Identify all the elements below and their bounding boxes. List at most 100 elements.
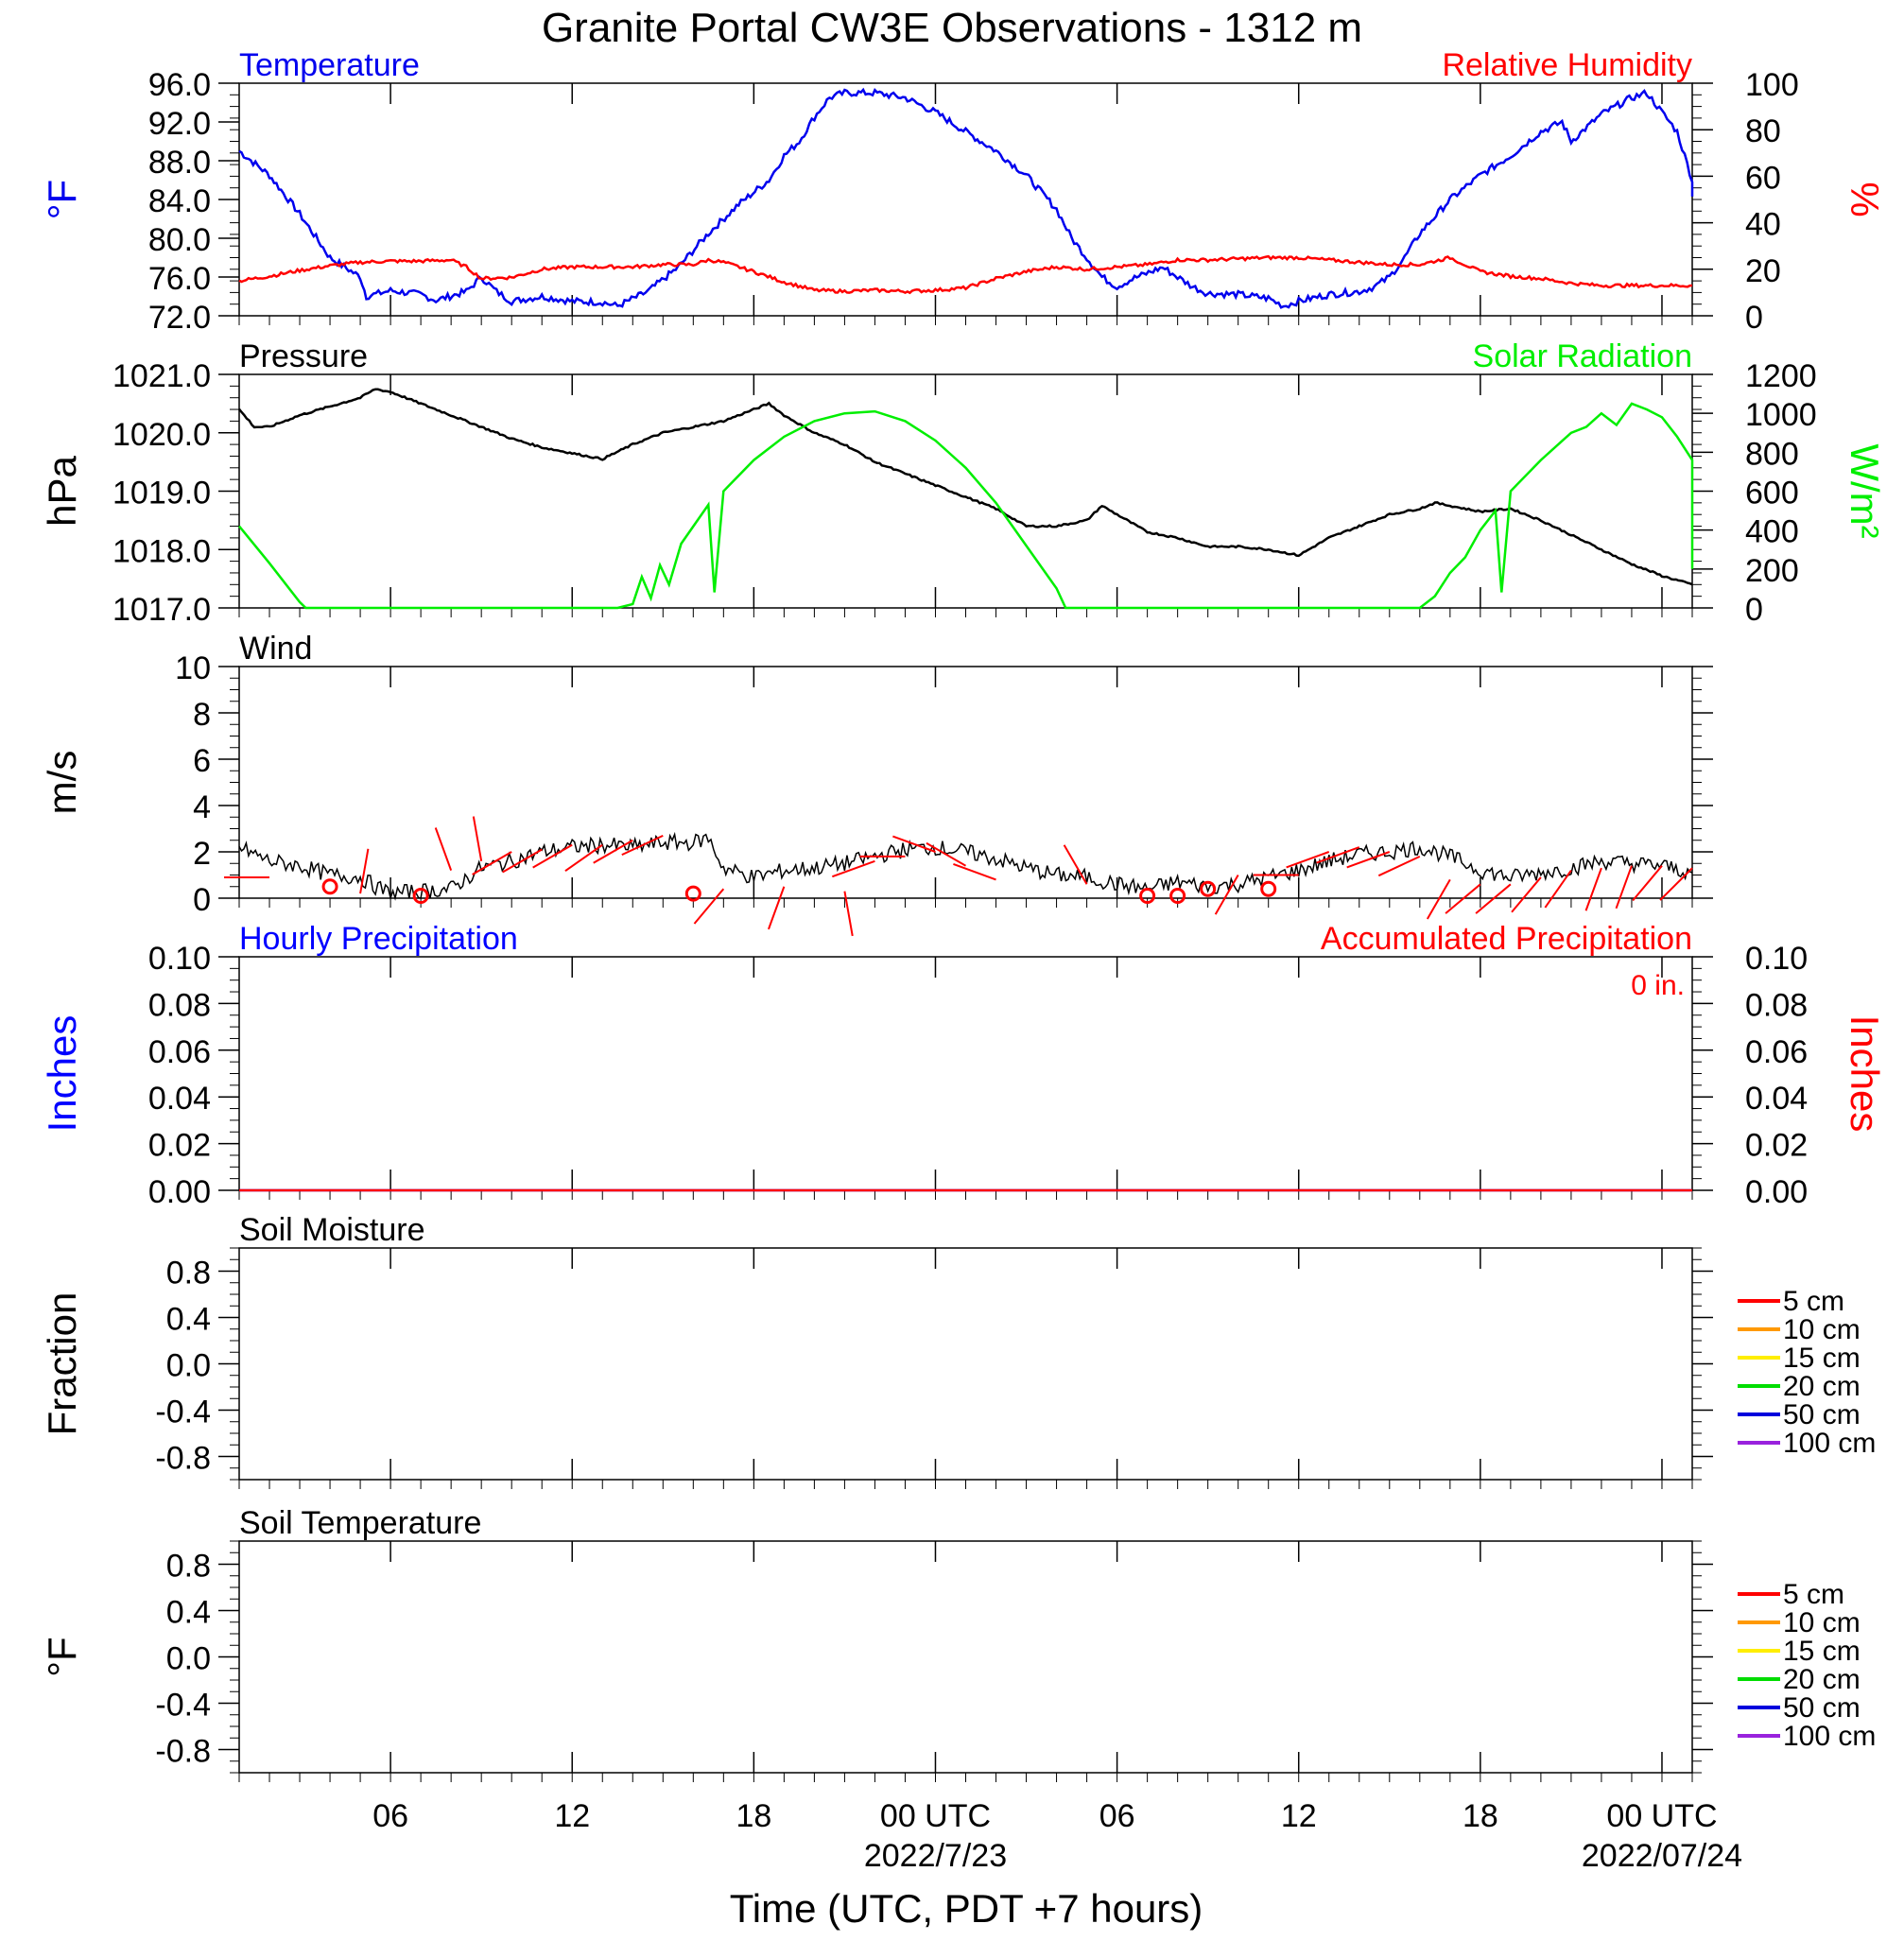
right-tick-label: 0 <box>1745 300 1763 336</box>
left-tick-label: 1018.0 <box>113 533 211 569</box>
panel-5: -0.8 -0.4 0.0 0.4 0.8 Soil Moisture Fraction 5 … <box>40 1212 1876 1489</box>
right-tick-label: 0.10 <box>1745 941 1808 977</box>
left-tick-label: 0.4 <box>166 1595 211 1631</box>
series-line-relative-humidity <box>238 254 1693 295</box>
series-line-temperature <box>238 87 1694 309</box>
right-tick-label: 20 <box>1745 253 1781 289</box>
right-tick-label: 100 <box>1745 67 1799 103</box>
right-tick-label: 0.04 <box>1745 1081 1808 1117</box>
x-tick-label: 06 <box>372 1798 408 1834</box>
panel-frame <box>238 666 1693 899</box>
wind-barb-calm <box>684 885 701 902</box>
left-tick-label: 1021.0 <box>113 358 211 394</box>
wind-barb <box>502 848 543 874</box>
legend-label: 10 cm <box>1783 1314 1861 1345</box>
left-tick-label: 0.0 <box>166 1348 211 1384</box>
wind-barb-calm <box>412 888 429 905</box>
x-tick-date: 2022/7/23 <box>864 1838 1007 1874</box>
left-tick-label: 0.06 <box>148 1034 211 1070</box>
left-tick-label: 4 <box>193 789 211 825</box>
panels: 72.076.080.084.088.092.096.0020406080100… <box>40 47 1887 1782</box>
left-tick-label: 0.00 <box>148 1174 211 1210</box>
figure-title: Granite Portal CW3E Observations - 1312 … <box>542 5 1362 51</box>
panel-label-left: Wind <box>239 631 312 667</box>
wind-barb <box>1346 851 1391 869</box>
legend-label: 15 cm <box>1783 1636 1861 1667</box>
x-tick-date: 2022/07/24 <box>1582 1838 1742 1874</box>
left-axis-title: °F <box>40 1637 84 1676</box>
legend-label: 20 cm <box>1783 1371 1861 1402</box>
wind-barb <box>1544 870 1572 909</box>
wind-barb <box>1615 865 1633 910</box>
left-tick-label: 0.10 <box>148 941 211 977</box>
right-tick-label: 0.08 <box>1745 987 1808 1023</box>
wind-barb-calm <box>1260 880 1277 897</box>
panel-4: 0.00 0.02 0.04 0.06 0.08 0.10 0.00 0.02 0.04 0.06… <box>40 921 1887 1210</box>
right-tick-label: 200 <box>1745 553 1799 589</box>
left-axis-title: °F <box>40 180 84 219</box>
left-tick-label: 92.0 <box>148 106 211 142</box>
right-tick-label: 1000 <box>1745 397 1817 433</box>
left-tick-label: -0.4 <box>155 1688 211 1724</box>
legend-label: 10 cm <box>1783 1607 1861 1638</box>
legend-label: 100 cm <box>1783 1721 1876 1752</box>
wind-barb <box>1377 855 1421 877</box>
panel-label-right: Solar Radiation <box>1473 338 1692 374</box>
series-line-pressure <box>238 388 1693 586</box>
left-tick-label: 6 <box>193 743 211 779</box>
wind-barb <box>768 886 786 930</box>
left-tick-label: 80.0 <box>148 222 211 258</box>
left-tick-label: -0.8 <box>155 1441 211 1477</box>
left-tick-label: 0.08 <box>148 987 211 1023</box>
wind-barb <box>593 839 633 864</box>
left-tick-label: 2 <box>193 836 211 872</box>
panel-frame <box>238 373 1693 609</box>
x-tick-label: 06 <box>1099 1798 1135 1834</box>
wind-barb <box>1445 883 1481 914</box>
x-tick-label: 18 <box>736 1798 771 1834</box>
right-axis-title: % <box>1843 182 1887 217</box>
panel-frame <box>238 82 1693 317</box>
left-tick-label: 88.0 <box>148 145 211 181</box>
wind-barb <box>472 851 512 875</box>
left-axis-title: Inches <box>40 1015 84 1133</box>
wind-barb <box>831 859 875 878</box>
right-axis-title: Inches <box>1843 1015 1887 1133</box>
right-tick-label: 0.02 <box>1745 1128 1808 1164</box>
legend-label: 50 cm <box>1783 1399 1861 1430</box>
wind-barb <box>1584 867 1602 911</box>
wind-barb <box>1316 846 1360 864</box>
left-tick-label: 76.0 <box>148 261 211 297</box>
wind-barb <box>693 888 725 925</box>
x-tick-label: 18 <box>1463 1798 1498 1834</box>
panel-frame <box>238 956 1693 1191</box>
left-tick-label: 0.4 <box>166 1302 211 1338</box>
x-axis-title: Time (UTC, PDT +7 hours) <box>730 1886 1203 1931</box>
left-axis-title: m/s <box>40 751 84 815</box>
precip-total-annotation: 0 in. <box>1631 970 1685 1001</box>
left-tick-label: 0.04 <box>148 1081 211 1117</box>
wind-barb <box>1063 844 1088 885</box>
right-tick-label: 800 <box>1745 436 1799 472</box>
wind-barb <box>532 843 573 869</box>
panel-frame <box>238 1540 1693 1774</box>
panel-2: 1017.0 1018.0 1019.0 1020.0 1021.0 0200400600… <box>40 338 1887 628</box>
panel-3: 0 2 4 6 8 10 Wind m/s <box>40 631 1713 937</box>
wind-barb <box>892 835 936 853</box>
left-tick-label: 72.0 <box>148 300 211 336</box>
left-tick-label: 96.0 <box>148 67 211 103</box>
x-tick-label: 00 UTC <box>880 1798 991 1834</box>
wind-barb <box>621 834 664 857</box>
left-axis-title: Fraction <box>40 1292 84 1436</box>
panel-label-left: Temperature <box>239 47 420 83</box>
legend-label: 20 cm <box>1783 1664 1861 1695</box>
wind-barb <box>926 841 967 867</box>
left-tick-label: 1019.0 <box>113 476 211 511</box>
left-tick-label: 8 <box>193 697 211 733</box>
right-tick-label: 80 <box>1745 113 1781 149</box>
legend-label: 100 cm <box>1783 1428 1876 1459</box>
x-tick-label: 00 UTC <box>1606 1798 1717 1834</box>
x-axis: 06 12 18 00 UTC 2022/7/23 06 12 18 00 UTC 2022/07… <box>372 1798 1742 1874</box>
